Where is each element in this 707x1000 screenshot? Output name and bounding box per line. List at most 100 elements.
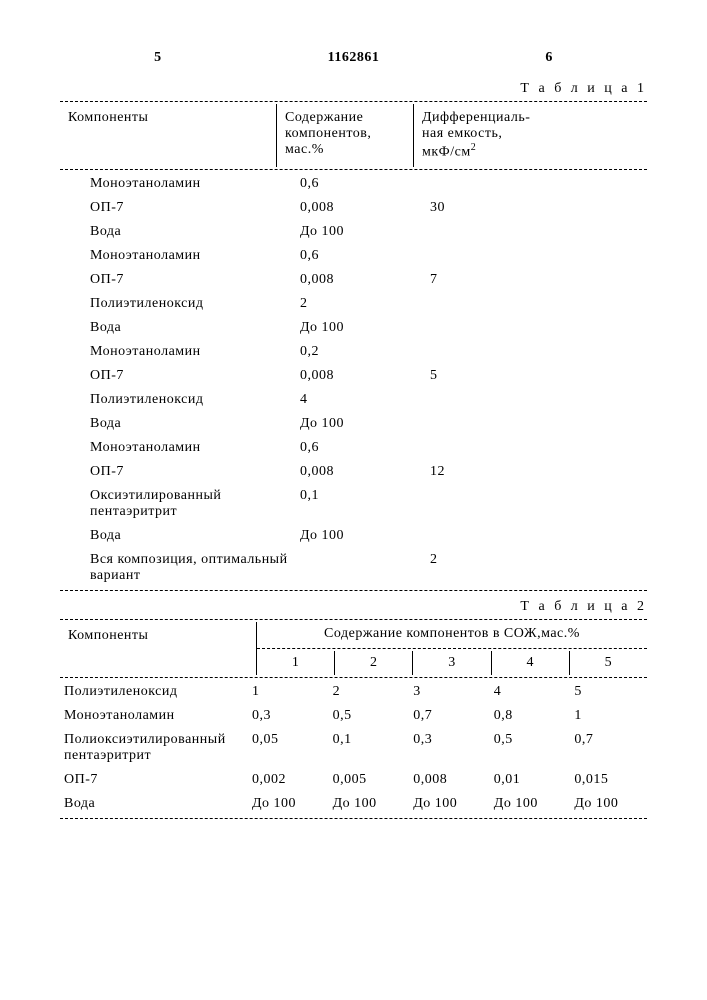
cell-capacity (420, 248, 570, 264)
cell-value: 0,05 (244, 732, 325, 764)
cell-content: 0,008 (290, 464, 420, 480)
table1-header-components: Компоненты (60, 104, 277, 167)
cell-component: Моноэтаноламин (60, 440, 290, 456)
cell-values: 0,30,50,70,81 (244, 708, 647, 724)
cell-value: 0,01 (486, 772, 567, 788)
divider (60, 101, 647, 102)
cell-content: 0,008 (290, 368, 420, 384)
table2-header-content: Содержание компонентов в СОЖ,мас.% (257, 622, 647, 646)
cell-component: ОП-7 (60, 272, 290, 288)
cell-content: 0,008 (290, 272, 420, 288)
cell-content (290, 552, 420, 584)
cell-capacity (420, 392, 570, 408)
cell-values: До 100До 100До 100До 100До 100 (244, 796, 647, 812)
cell-value: 0,7 (405, 708, 486, 724)
cell-value: 3 (405, 684, 486, 700)
cell-value: 0,7 (566, 732, 647, 764)
cell-content: До 100 (290, 416, 420, 432)
cell-component: Моноэтаноламин (60, 344, 290, 360)
cell-content: До 100 (290, 320, 420, 336)
cell-capacity (420, 528, 570, 544)
cell-value: До 100 (405, 796, 486, 812)
cell-value: 0,005 (325, 772, 406, 788)
table-row: Полиэтиленоксид12345 (60, 680, 647, 704)
page-left: 5 (60, 50, 256, 66)
divider (60, 619, 647, 620)
cell-values: 12345 (244, 684, 647, 700)
page-header: 5 1162861 6 (60, 50, 647, 66)
cell-value: 1 (566, 708, 647, 724)
table-row: Вся композиция, оптимальный вариант2 (60, 548, 647, 588)
cell-component: Моноэтаноламин (60, 708, 244, 724)
cell-content: До 100 (290, 224, 420, 240)
cell-capacity: 30 (420, 200, 570, 216)
cell-content: 0,008 (290, 200, 420, 216)
cell-value: 0,3 (244, 708, 325, 724)
table2-col-number: 1 (257, 651, 335, 675)
cell-value: 1 (244, 684, 325, 700)
table-row: Моноэтаноламин0,6 (60, 436, 647, 460)
table-row: Полиоксиэтилированный пентаэритрит0,05 0,… (60, 728, 647, 768)
cell-capacity (420, 296, 570, 312)
cell-value: До 100 (486, 796, 567, 812)
page-right: 6 (451, 50, 647, 66)
cell-component: Моноэтаноламин (60, 248, 290, 264)
table-row: ОП-70,0020,0050,0080,010,015 (60, 768, 647, 792)
cell-content: 4 (290, 392, 420, 408)
divider (60, 677, 647, 678)
text: Дифференциаль- (422, 110, 530, 125)
cell-capacity (420, 224, 570, 240)
cell-capacity (420, 440, 570, 456)
table2-header: Компоненты Содержание компонентов в СОЖ,… (60, 622, 647, 675)
cell-component: Вода (60, 416, 290, 432)
cell-component: ОП-7 (60, 200, 290, 216)
divider (257, 648, 647, 649)
table2-col-number: 5 (570, 651, 647, 675)
table-row: ВодаДо 100 (60, 220, 647, 244)
cell-component: ОП-7 (60, 368, 290, 384)
cell-component: Полиэтиленоксид (60, 684, 244, 700)
cell-value: До 100 (325, 796, 406, 812)
superscript: 2 (471, 142, 477, 153)
cell-component: ОП-7 (60, 464, 290, 480)
table1-header-content: Содержание компонентов, мас.% (277, 104, 414, 167)
cell-content: 2 (290, 296, 420, 312)
cell-content: 0,6 (290, 248, 420, 264)
table2-col-number: 2 (335, 651, 413, 675)
divider (60, 818, 647, 819)
cell-content: 0,6 (290, 176, 420, 192)
text: ная емкость, (422, 126, 502, 141)
divider (60, 169, 647, 170)
table1-header: Компоненты Содержание компонентов, мас.%… (60, 104, 647, 167)
cell-capacity: 12 (420, 464, 570, 480)
cell-component: Полиэтиленоксид (60, 392, 290, 408)
cell-component: Вся композиция, оптимальный вариант (60, 552, 290, 584)
table-row: Полиэтиленоксид2 (60, 292, 647, 316)
cell-content: 0,2 (290, 344, 420, 360)
table2-caption: Т а б л и ц а 2 (60, 599, 647, 615)
cell-value: 0,015 (566, 772, 647, 788)
table-row: ВодаДо 100 (60, 412, 647, 436)
cell-capacity (420, 488, 570, 520)
cell-component: ОП-7 (60, 772, 244, 788)
table-row: ОП-70,0085 (60, 364, 647, 388)
page-center: 1162861 (256, 50, 452, 66)
cell-value: 5 (566, 684, 647, 700)
cell-values: 0,0020,0050,0080,010,015 (244, 772, 647, 788)
cell-component: Полиоксиэтилированный пентаэритрит (60, 732, 244, 764)
text: мкФ/см (422, 145, 471, 160)
cell-component: Полиэтиленоксид (60, 296, 290, 312)
cell-value: 0,5 (486, 732, 567, 764)
table-row: ВодаДо 100До 100До 100До 100До 100 (60, 792, 647, 816)
cell-capacity (420, 176, 570, 192)
table1-caption: Т а б л и ц а 1 (60, 81, 647, 97)
table2-cols: 12345 (257, 651, 647, 675)
table2-col-number: 3 (413, 651, 491, 675)
cell-component: Вода (60, 528, 290, 544)
cell-content: 0,6 (290, 440, 420, 456)
table-row: Моноэтаноламин0,2 (60, 340, 647, 364)
cell-component: Оксиэтилированный пентаэритрит (60, 488, 290, 520)
cell-content: До 100 (290, 528, 420, 544)
table2-header-components: Компоненты (60, 622, 257, 675)
cell-capacity (420, 320, 570, 336)
